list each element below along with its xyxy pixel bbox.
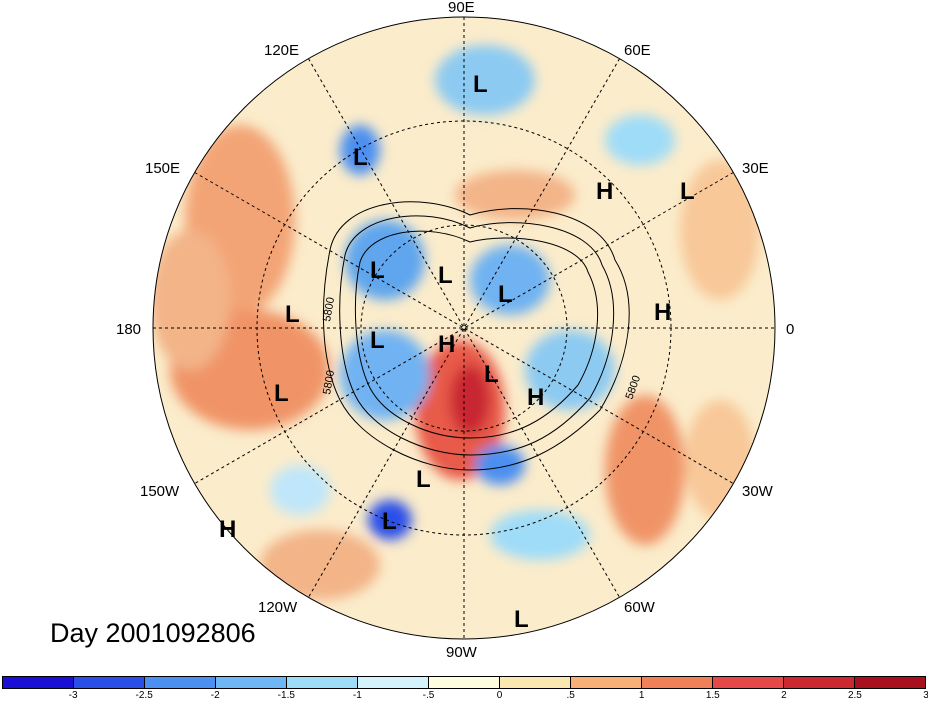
colorbar-swatch: [784, 677, 855, 688]
high-pressure-marker: H: [596, 178, 613, 205]
colorbar-tick-label: 1: [638, 690, 645, 701]
colorbar-swatch: [74, 677, 145, 688]
contour-label: 5800: [321, 296, 337, 322]
low-pressure-marker: L: [370, 327, 385, 354]
lon-label-60e: 60E: [624, 42, 651, 59]
map-boundary: [152, 16, 776, 640]
anomaly-field: [153, 17, 775, 639]
colorbar-swatch: [429, 677, 500, 688]
low-pressure-marker: L: [353, 144, 368, 171]
low-pressure-marker: L: [680, 178, 695, 205]
lon-label-150e: 150E: [145, 160, 180, 177]
colorbar-tick-label: -1: [352, 690, 362, 701]
colorbar-tick-label: 0: [496, 690, 503, 701]
colorbar-swatch: [3, 677, 74, 688]
low-pressure-marker: L: [382, 508, 397, 535]
colorbar-tick-label: -3: [68, 690, 78, 701]
lon-label-120e: 120E: [264, 42, 299, 59]
lon-label-30e: 30E: [742, 160, 769, 177]
low-pressure-marker: H: [219, 516, 236, 543]
colorbar-swatch: [358, 677, 429, 688]
high-pressure-marker: L: [416, 466, 431, 493]
colorbar-tick-label: 3: [923, 690, 928, 701]
lon-label-90e: 90E: [448, 0, 475, 16]
colorbar-tick-label: -1.5: [277, 690, 295, 701]
lon-label-60w: 60W: [624, 599, 656, 616]
colorbar-swatch: [287, 677, 358, 688]
height-contours: [322, 201, 630, 471]
lon-label-180: 180: [116, 321, 141, 338]
colorbar-tick-label: 2: [781, 690, 787, 701]
colorbar-tick-label: 2.5: [847, 690, 862, 701]
colorbar-swatch: [216, 677, 287, 688]
colorbar-tick-label: -.5: [422, 690, 435, 701]
low-pressure-marker: L: [438, 262, 453, 289]
low-pressure-marker: L: [498, 281, 513, 308]
day-label: Day 2001092806: [50, 618, 256, 648]
lon-label-120w: 120W: [258, 599, 298, 616]
colorbar-tick-label: -2: [210, 690, 220, 701]
low-pressure-marker: H: [438, 331, 455, 358]
graticule: [153, 17, 775, 639]
high-pressure-marker: H: [654, 299, 671, 326]
colorbar-tick-label: -2.5: [135, 690, 153, 701]
colorbar-swatch: [500, 677, 571, 688]
contour-label: 5800: [321, 369, 337, 395]
hemisphere-map: 5800 5800 5800 90E 60E 120E 30E 150E 180…: [116, 0, 794, 660]
colorbar-swatch: [571, 677, 642, 688]
lon-label-90w: 90W: [446, 644, 478, 660]
low-pressure-marker: L: [514, 606, 529, 633]
low-pressure-marker: L: [473, 71, 488, 98]
low-pressure-marker: L: [484, 361, 499, 388]
colorbar-tick-label: .5: [566, 690, 575, 701]
colorbar: [2, 676, 926, 689]
colorbar-swatch: [855, 677, 925, 688]
lon-label-150w: 150W: [140, 483, 180, 500]
colorbar-swatch: [145, 677, 216, 688]
lon-label-30w: 30W: [742, 483, 774, 500]
low-pressure-marker: H: [527, 384, 544, 411]
lon-label-0: 0: [786, 321, 794, 338]
colorbar-tick-label: 1.5: [705, 690, 720, 701]
colorbar-swatch: [713, 677, 784, 688]
high-pressure-marker: L: [274, 380, 289, 407]
colorbar-tick-labels: -3 -2.5 -2 -1.5 -1 -.5 0 .5 1 1.5 2 2.5 3: [2, 690, 928, 702]
high-pressure-marker: L: [285, 301, 300, 328]
low-pressure-marker: L: [370, 257, 385, 284]
colorbar-swatch: [642, 677, 713, 688]
